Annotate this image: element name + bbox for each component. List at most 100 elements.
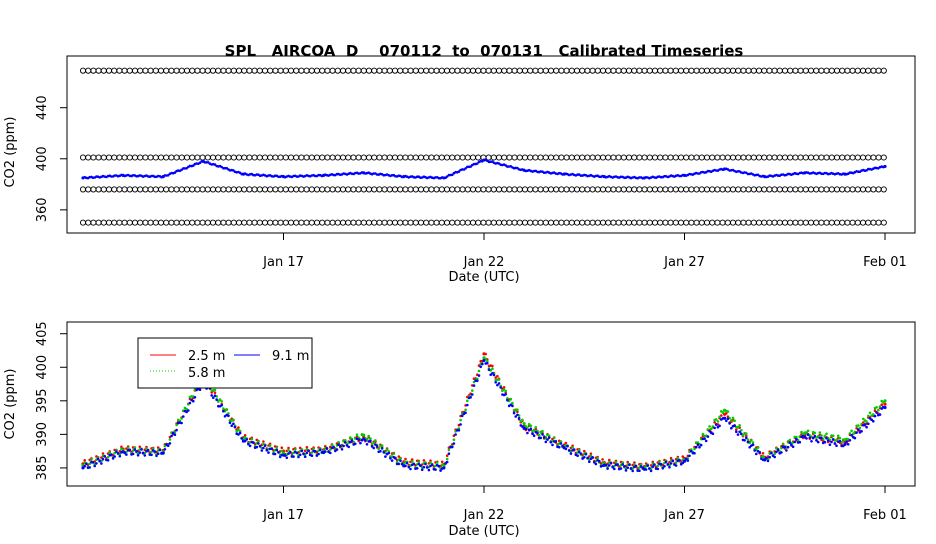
- x-tick-label: Jan 17: [262, 508, 304, 523]
- reference-point: [339, 219, 347, 226]
- data-point: [527, 422, 531, 426]
- reference-point: [724, 186, 731, 193]
- reference-point: [277, 219, 284, 226]
- reference-point: [558, 154, 565, 161]
- data-point: [566, 444, 569, 448]
- data-point: [726, 417, 730, 421]
- data-point: [217, 399, 220, 403]
- reference-point: [412, 219, 419, 226]
- data-point: [699, 443, 703, 447]
- data-point: [745, 436, 748, 440]
- reference-point: [532, 219, 539, 226]
- reference-point: [568, 219, 575, 226]
- reference-point: [308, 186, 315, 193]
- reference-point: [745, 219, 752, 226]
- reference-point: [537, 154, 544, 161]
- reference-point: [797, 186, 804, 193]
- reference-point: [605, 219, 612, 226]
- reference-point: [651, 67, 659, 74]
- data-point: [330, 443, 334, 447]
- reference-point: [90, 219, 97, 226]
- data-point: [512, 411, 516, 415]
- reference-point: [729, 154, 737, 161]
- data-point: [684, 457, 688, 461]
- data-point: [319, 448, 322, 452]
- reference-point: [672, 186, 679, 193]
- reference-point: [532, 186, 539, 193]
- reference-point: [251, 186, 258, 193]
- data-point: [708, 425, 711, 428]
- data-point: [522, 422, 526, 426]
- reference-point: [870, 186, 877, 193]
- reference-point: [641, 154, 648, 161]
- data-point: [750, 439, 753, 442]
- data-point: [310, 451, 314, 454]
- reference-point: [698, 186, 705, 193]
- data-point: [527, 428, 531, 432]
- data-point: [275, 448, 279, 452]
- reference-point: [833, 186, 841, 193]
- reference-point: [386, 154, 393, 161]
- reference-point: [412, 154, 419, 161]
- reference-point: [490, 154, 497, 161]
- reference-point: [516, 186, 523, 193]
- data-point: [653, 463, 656, 466]
- data-point: [529, 424, 533, 428]
- reference-point: [605, 186, 612, 193]
- reference-point: [147, 186, 154, 193]
- data-point: [674, 464, 678, 467]
- data-point: [531, 432, 534, 436]
- reference-point: [667, 154, 674, 161]
- data-point: [471, 393, 474, 396]
- reference-point: [251, 219, 258, 226]
- data-point: [609, 461, 613, 465]
- data-point: [785, 449, 788, 452]
- reference-point: [147, 67, 154, 74]
- data-point: [593, 461, 596, 464]
- data-point: [440, 460, 444, 464]
- data-point: [504, 393, 508, 396]
- reference-point: [137, 67, 144, 74]
- reference-point: [308, 67, 315, 74]
- reference-point: [761, 67, 768, 74]
- reference-point: [537, 67, 544, 74]
- data-point: [369, 437, 372, 440]
- data-point: [238, 429, 242, 433]
- data-point: [634, 464, 638, 468]
- reference-point: [157, 67, 165, 74]
- reference-point: [547, 154, 555, 161]
- data-point: [629, 467, 633, 470]
- data-point: [268, 442, 272, 446]
- reference-point: [334, 67, 341, 74]
- data-point: [746, 440, 750, 444]
- reference-point: [433, 186, 440, 193]
- reference-point: [516, 219, 523, 226]
- data-point: [639, 463, 643, 466]
- data-point: [763, 458, 767, 462]
- reference-point: [142, 154, 149, 161]
- reference-point: [745, 186, 752, 193]
- reference-point: [111, 186, 118, 193]
- data-point: [820, 436, 823, 440]
- reference-point: [657, 186, 664, 193]
- data-point: [696, 443, 700, 446]
- data-point: [748, 446, 751, 449]
- data-point: [730, 419, 733, 422]
- reference-point: [766, 154, 773, 161]
- reference-point: [194, 67, 201, 74]
- reference-point: [287, 154, 295, 161]
- data-point: [862, 417, 865, 421]
- reference-point: [168, 186, 175, 193]
- reference-point: [438, 186, 445, 193]
- data-point: [484, 352, 488, 356]
- reference-point: [823, 154, 830, 161]
- reference-point: [267, 67, 274, 74]
- reference-point: [157, 219, 165, 226]
- reference-point: [230, 154, 237, 161]
- data-point: [143, 454, 147, 457]
- reference-point: [386, 219, 393, 226]
- data-point: [741, 434, 745, 437]
- reference-point: [350, 154, 357, 161]
- data-point: [422, 459, 426, 462]
- reference-point: [709, 219, 716, 226]
